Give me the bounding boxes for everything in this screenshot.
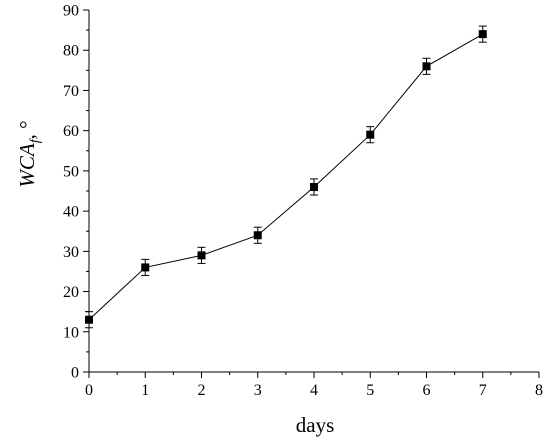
y-axis-title: WCAf, ° bbox=[15, 120, 43, 187]
y-tick-label: 40 bbox=[63, 204, 79, 221]
y-tick-label: 90 bbox=[63, 3, 79, 20]
x-tick-label: 2 bbox=[198, 382, 206, 399]
x-axis: 0 1 2 3 4 5 6 7 8 bbox=[85, 372, 543, 399]
y-axis-title-subscript: f bbox=[28, 137, 43, 143]
y-tick-label: 60 bbox=[63, 123, 79, 140]
x-tick-label: 3 bbox=[254, 382, 262, 399]
y-tick-label: 70 bbox=[63, 83, 79, 100]
x-tick-label: 4 bbox=[310, 382, 318, 399]
series-line bbox=[88, 33, 483, 321]
data-point bbox=[197, 251, 206, 260]
y-tick-label: 10 bbox=[63, 324, 79, 341]
y-axis-title-unit: , ° bbox=[15, 120, 39, 139]
y-axis-title-main: WCA bbox=[15, 143, 39, 188]
x-tick-label: 7 bbox=[479, 382, 487, 399]
data-point bbox=[366, 130, 375, 139]
x-tick-label: 1 bbox=[141, 382, 149, 399]
y-tick-label: 30 bbox=[63, 244, 79, 261]
y-axis: 0 10 20 30 40 50 60 70 80 90 bbox=[63, 3, 89, 382]
x-tick-label: 5 bbox=[366, 382, 374, 399]
x-tick-label: 6 bbox=[423, 382, 431, 399]
data-point bbox=[478, 30, 487, 39]
x-axis-title: days bbox=[296, 413, 335, 437]
series bbox=[85, 25, 487, 329]
y-tick-label: 20 bbox=[63, 284, 79, 301]
y-tick-label: 50 bbox=[63, 163, 79, 180]
x-tick-label: 8 bbox=[535, 382, 543, 399]
data-point bbox=[310, 182, 318, 191]
y-tick-label: 80 bbox=[63, 43, 79, 60]
data-point bbox=[422, 62, 431, 71]
x-tick-label: 0 bbox=[85, 382, 93, 399]
data-point bbox=[85, 315, 93, 324]
data-point bbox=[141, 263, 150, 272]
y-tick-label: 0 bbox=[71, 365, 79, 382]
data-point bbox=[253, 231, 262, 240]
